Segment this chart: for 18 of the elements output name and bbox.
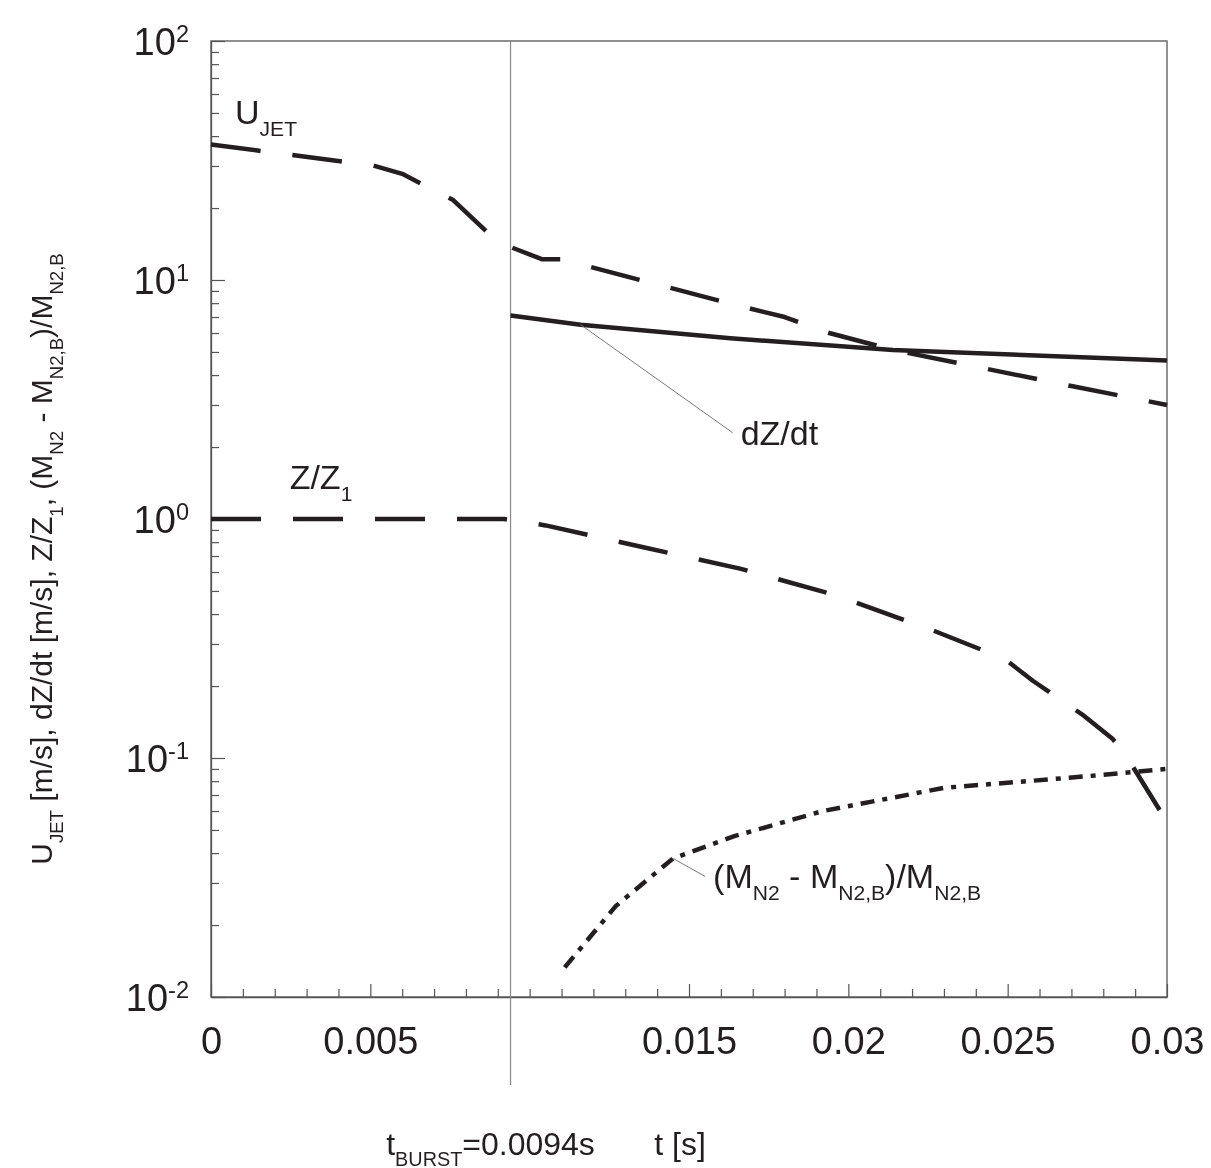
x-tick-label: 0.005 bbox=[323, 1019, 419, 1062]
x-tick-label: 0 bbox=[200, 1019, 223, 1062]
line-series bbox=[208, 142, 1170, 408]
x-axis-title: t [s] bbox=[654, 1126, 706, 1162]
y-tick-label: 10$^{1}$ bbox=[133, 259, 189, 302]
series-label: U$_{JET}$ bbox=[234, 93, 298, 140]
y-tick-label: 10$^{-2}$ bbox=[125, 976, 189, 1019]
y-tick-label: 10$^{0}$ bbox=[133, 498, 189, 541]
series-label: (M$_{N2}$ - M$_{N2,B}$)/M$_{N2,B}$ bbox=[713, 857, 982, 904]
series-label: Z/Z$_{1}$ bbox=[289, 458, 353, 505]
text: dZ/dt bbox=[740, 413, 819, 452]
x-tick-label: 0.025 bbox=[960, 1019, 1056, 1062]
x-tick-label: 0.02 bbox=[811, 1019, 886, 1062]
x-tick-label: 0.03 bbox=[1130, 1019, 1205, 1062]
y-tick-label: 10$^{-1}$ bbox=[125, 737, 189, 780]
ref-line-label: t$_{BURST}$=0.0094s bbox=[386, 1126, 595, 1168]
y-tick-label: 10$^{2}$ bbox=[133, 20, 189, 63]
x-tick-label: 0.015 bbox=[641, 1019, 738, 1062]
